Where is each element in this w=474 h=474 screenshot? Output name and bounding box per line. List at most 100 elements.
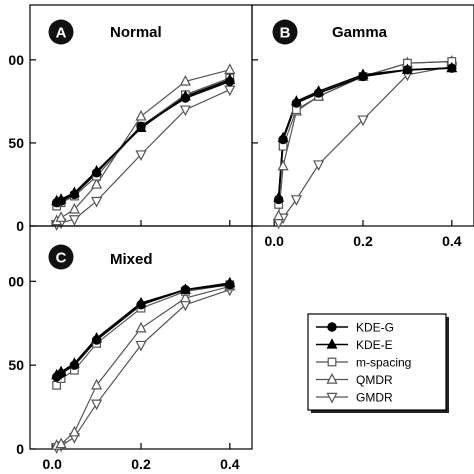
series-line-m-spacing [278, 60, 452, 205]
marker-kde-e [326, 338, 338, 349]
marker-gmdr [357, 115, 369, 127]
x-tick-label: 0.4 [220, 456, 240, 472]
marker-kde-g [273, 194, 284, 205]
marker-kde-g [136, 300, 146, 310]
marker-kde-g [91, 335, 102, 345]
marker-qmdr [326, 373, 338, 384]
marker-gmdr [91, 196, 103, 208]
series-markers-gmdr [273, 62, 458, 230]
badge-circle [48, 244, 74, 270]
marker-kde-g [358, 71, 368, 82]
marker-qmdr [91, 378, 103, 390]
series-line-kde-g [277, 67, 452, 200]
marker-kde-g [225, 76, 235, 87]
marker-gmdr [313, 160, 325, 172]
series-markers-kde-g [273, 63, 457, 205]
series-markers-kde-g [51, 279, 235, 382]
marker-kde-g [225, 279, 235, 290]
badge-circle [48, 19, 74, 45]
panel-badge: A [48, 19, 74, 45]
badge-letter: A [56, 25, 67, 42]
marker-m-spacing [327, 357, 337, 367]
legend-entry-qmdr: QMDR [316, 373, 393, 387]
x-tick-label: 0.0 [42, 456, 62, 472]
marker-kde-g [91, 168, 102, 178]
marker-kde-g [56, 368, 66, 379]
y-tick-label: 0 [16, 441, 24, 457]
marker-gmdr [179, 300, 191, 312]
badge-letter: B [280, 25, 291, 42]
y-tick-label: 50 [8, 357, 24, 373]
series-line-qmdr [278, 60, 452, 217]
series-line-gmdr [56, 289, 230, 448]
panel-title: Normal [110, 24, 162, 41]
x-tick-label: 0.4 [442, 233, 462, 249]
series-line-kde-e [277, 67, 452, 198]
marker-qmdr [135, 321, 147, 333]
marker-qmdr [68, 425, 80, 437]
y-tick-label: 0 [16, 218, 24, 234]
series-markers-qmdr [51, 63, 236, 226]
marker-gmdr [224, 85, 236, 97]
y-tick-label: 00 [8, 52, 24, 68]
y-tick-label: 00 [8, 273, 24, 289]
marker-qmdr [55, 211, 67, 222]
series-line-m-spacing [56, 284, 230, 386]
marker-qmdr [273, 209, 285, 221]
marker-kde-g [56, 196, 66, 206]
marker-qmdr [277, 159, 289, 171]
marker-kde-g [447, 63, 457, 73]
series-markers-kde-g [51, 76, 235, 208]
series-markers-gmdr [51, 85, 236, 231]
badge-circle [272, 19, 298, 45]
marker-qmdr [179, 291, 191, 303]
marker-gmdr [135, 150, 147, 162]
marker-qmdr [224, 63, 236, 75]
legend: KDE-G KDE-E m-spacing QMDR GMDR [307, 313, 449, 413]
marker-qmdr [91, 177, 103, 189]
x-tick-label: 0.2 [353, 233, 373, 249]
marker-qmdr [68, 202, 80, 214]
marker-kde-g [313, 88, 324, 98]
x-tick-label: 0.2 [131, 456, 151, 472]
marker-qmdr [179, 74, 191, 86]
panel-badge: B [272, 19, 298, 45]
legend-label: KDE-E [356, 338, 393, 352]
y-tick-label: 50 [8, 135, 24, 151]
legend-entry-kde-e: KDE-E [316, 338, 393, 352]
x-tick-label: 0.0 [264, 233, 284, 249]
marker-kde-g [402, 65, 413, 75]
marker-gmdr [179, 105, 191, 117]
panel-title: Gamma [332, 24, 388, 41]
marker-kde-g [69, 189, 80, 200]
marker-kde-g [180, 93, 191, 103]
marker-kde-g [69, 360, 80, 370]
marker-gmdr [326, 392, 338, 404]
marker-gmdr [135, 340, 147, 352]
marker-gmdr [91, 399, 103, 411]
series-line-qmdr [56, 69, 230, 222]
legend-label: KDE-G [356, 321, 394, 335]
marker-kde-g [278, 134, 288, 145]
series-markers-kde-e [51, 73, 236, 206]
series-line-kde-e [56, 79, 231, 202]
legend-entry-gmdr: GMDR [316, 391, 393, 405]
badge-letter: C [56, 250, 67, 267]
marker-gmdr [290, 195, 302, 206]
marker-kde-g [327, 322, 337, 332]
panel-mixed: 0 50 00 0.0 0.2 0.4 C Mixed [8, 225, 253, 472]
series-markers-kde-e [273, 61, 458, 202]
marker-qmdr [135, 109, 147, 121]
legend-entry-m-spacing: m-spacing [316, 356, 411, 370]
marker-kde-g [291, 98, 302, 108]
panel-title: Mixed [110, 251, 153, 268]
marker-qmdr [55, 437, 67, 449]
marker-kde-g [136, 121, 146, 132]
series-line-gmdr [56, 89, 231, 225]
marker-kde-g [180, 285, 191, 295]
legend-label: QMDR [356, 373, 393, 387]
panel-badge: C [48, 244, 74, 270]
legend-label: m-spacing [356, 356, 411, 370]
legend-label: GMDR [356, 391, 393, 405]
